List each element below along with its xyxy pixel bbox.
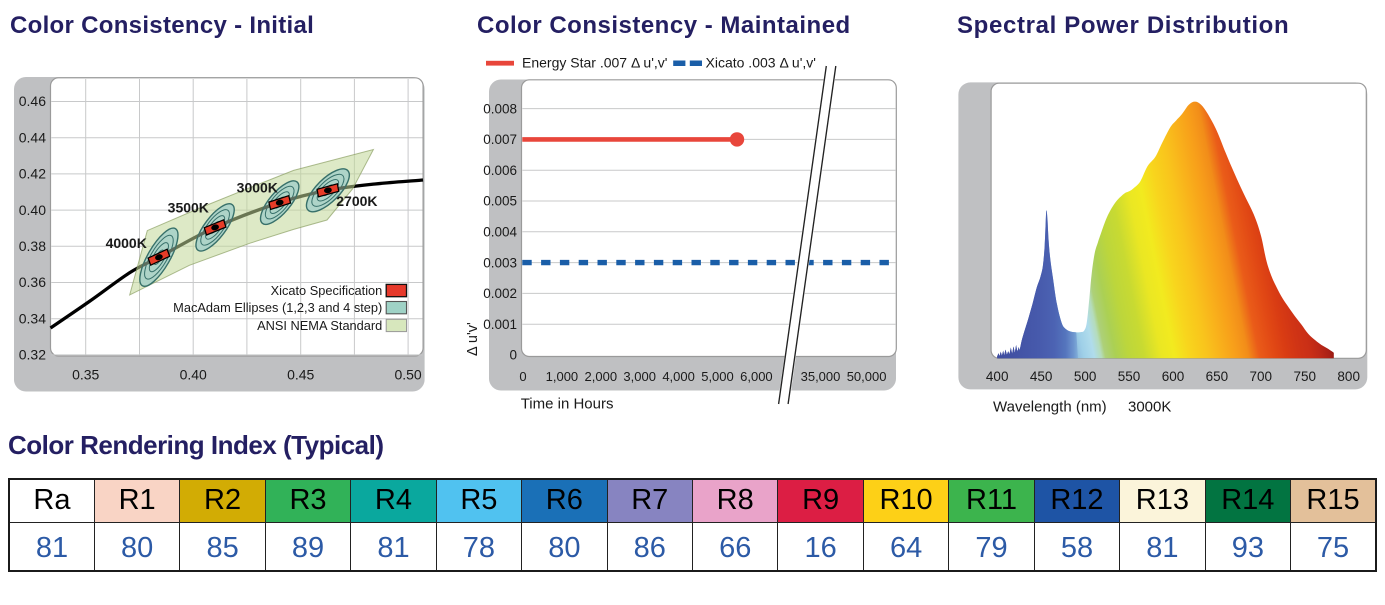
svg-text:700: 700	[1250, 369, 1273, 384]
svg-text:Wavelength (nm): Wavelength (nm)	[993, 399, 1107, 416]
svg-text:3,000: 3,000	[623, 369, 656, 384]
svg-text:Δ u'v': Δ u'v'	[465, 322, 481, 356]
svg-text:0.003: 0.003	[483, 255, 517, 270]
svg-text:35,000: 35,000	[801, 369, 841, 384]
svg-text:6,000: 6,000	[740, 369, 773, 384]
svg-text:450: 450	[1030, 369, 1053, 384]
svg-text:0.004: 0.004	[483, 225, 517, 240]
svg-text:4000K: 4000K	[106, 235, 147, 251]
svg-text:0.50: 0.50	[394, 367, 421, 383]
svg-text:50,000: 50,000	[847, 369, 887, 384]
svg-text:0.42: 0.42	[19, 166, 46, 182]
svg-text:5,000: 5,000	[701, 369, 734, 384]
svg-text:2,000: 2,000	[585, 369, 618, 384]
svg-text:0.36: 0.36	[19, 274, 46, 290]
svg-text:4,000: 4,000	[662, 369, 695, 384]
svg-text:600: 600	[1162, 369, 1185, 384]
svg-text:Xicato Specification: Xicato Specification	[271, 283, 383, 298]
svg-text:ANSI NEMA Standard: ANSI NEMA Standard	[257, 318, 382, 333]
svg-text:550: 550	[1118, 369, 1141, 384]
svg-text:Xicato .003 Δ u',v': Xicato .003 Δ u',v'	[706, 55, 816, 71]
svg-text:0.001: 0.001	[483, 317, 517, 332]
svg-text:0.40: 0.40	[19, 202, 46, 218]
svg-text:0: 0	[519, 369, 526, 384]
svg-text:500: 500	[1074, 369, 1097, 384]
svg-text:800: 800	[1337, 369, 1360, 384]
svg-text:0.46: 0.46	[19, 93, 46, 109]
svg-text:0.38: 0.38	[19, 238, 46, 254]
svg-text:3500K: 3500K	[168, 199, 209, 215]
svg-text:750: 750	[1294, 369, 1317, 384]
svg-text:0: 0	[509, 348, 517, 363]
svg-text:2700K: 2700K	[336, 193, 377, 209]
svg-text:0.006: 0.006	[483, 163, 517, 178]
svg-text:0.32: 0.32	[19, 347, 46, 363]
svg-text:650: 650	[1206, 369, 1229, 384]
svg-text:0.44: 0.44	[19, 129, 46, 145]
svg-text:0.34: 0.34	[19, 310, 46, 326]
svg-text:3000K: 3000K	[1128, 399, 1171, 416]
svg-text:0.35: 0.35	[72, 367, 99, 383]
svg-text:400: 400	[986, 369, 1009, 384]
svg-text:0.005: 0.005	[483, 194, 517, 209]
svg-text:0.007: 0.007	[483, 132, 517, 147]
svg-text:Time in Hours: Time in Hours	[521, 396, 614, 413]
svg-text:0.45: 0.45	[287, 367, 314, 383]
svg-text:1,000: 1,000	[546, 369, 579, 384]
svg-text:0.002: 0.002	[483, 286, 517, 301]
svg-text:MacAdam Ellipses (1,2,3 and 4: MacAdam Ellipses (1,2,3 and 4 step)	[173, 300, 382, 315]
svg-text:0.008: 0.008	[483, 101, 517, 116]
svg-text:3000K: 3000K	[237, 180, 278, 196]
svg-text:0.40: 0.40	[180, 367, 207, 383]
svg-text:Energy Star .007 Δ u',v': Energy Star .007 Δ u',v'	[522, 55, 667, 71]
